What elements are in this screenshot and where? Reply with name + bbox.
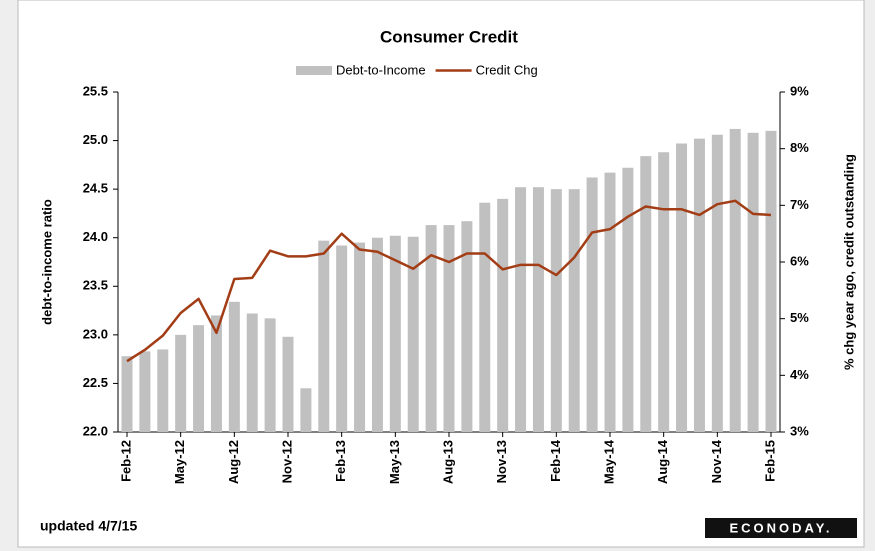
- x-tick-label: Aug-12: [226, 440, 241, 484]
- bar: [300, 388, 312, 432]
- bar: [532, 187, 544, 432]
- bar: [497, 198, 509, 432]
- x-tick-label: Aug-13: [440, 440, 455, 484]
- footnote: updated 4/7/15: [40, 518, 137, 534]
- source-logo: [705, 518, 857, 538]
- source: ECONODAY.: [729, 520, 832, 535]
- y2-tick-label: 6%: [790, 253, 809, 268]
- y-tick-label: 24.5: [83, 181, 108, 196]
- bar: [747, 132, 759, 433]
- bar: [658, 152, 670, 432]
- bar: [228, 301, 240, 432]
- x-tick-label: Nov-13: [494, 440, 509, 483]
- bar: [461, 221, 473, 432]
- bar: [389, 235, 401, 432]
- bar: [264, 318, 276, 432]
- y2-axis-label: % chg year ago, credit outstanding: [841, 154, 856, 370]
- y2-tick-label: 8%: [790, 140, 809, 155]
- x-tick-label: Feb-15: [762, 440, 777, 482]
- panel: [17, 0, 865, 548]
- legend-swatch: [296, 66, 332, 75]
- bar: [765, 130, 777, 432]
- x-tick-label: Feb-13: [333, 440, 348, 482]
- bar: [604, 172, 616, 432]
- line: [126, 199, 772, 363]
- y-tick-label: 25.0: [83, 132, 108, 147]
- y-tick-label: 22.0: [83, 423, 108, 438]
- bar: [318, 240, 330, 432]
- x-tick-label: May-13: [387, 440, 402, 484]
- bar: [586, 177, 598, 432]
- y2-tick-label: 4%: [790, 367, 809, 382]
- bar: [568, 189, 580, 432]
- bar: [479, 202, 491, 432]
- bar: [711, 134, 723, 432]
- y2-tick-label: 3%: [790, 423, 809, 438]
- bar: [157, 349, 169, 432]
- y2-tick-label: 9%: [790, 83, 809, 98]
- x-tick-label: May-14: [601, 439, 616, 484]
- y-tick-label: 23.5: [83, 278, 108, 293]
- chart-title: Consumer Credit: [380, 27, 518, 46]
- bar: [515, 187, 527, 432]
- x-tick-label: May-12: [172, 440, 187, 484]
- x-tick-label: Aug-14: [655, 439, 670, 484]
- bar: [729, 128, 741, 432]
- legend-label: Debt-to-Income: [336, 62, 426, 77]
- bar: [246, 313, 258, 432]
- y-tick-label: 22.5: [83, 375, 108, 390]
- bar: [550, 189, 562, 432]
- y-axis-label: debt-to-income ratio: [39, 199, 54, 325]
- bar: [693, 138, 705, 432]
- bar: [336, 245, 348, 432]
- bar: [371, 237, 383, 432]
- bar: [622, 167, 634, 432]
- bar: [175, 334, 187, 432]
- legend-label: Credit Chg: [476, 62, 538, 77]
- bar: [210, 315, 222, 432]
- y-tick-label: 23.0: [83, 326, 108, 341]
- bar: [354, 242, 366, 432]
- y2-tick-label: 7%: [790, 197, 809, 212]
- bar: [443, 225, 455, 432]
- y-tick-label: 24.0: [83, 229, 108, 244]
- x-tick-label: Nov-12: [279, 440, 294, 483]
- y-tick-label: 25.5: [83, 83, 108, 98]
- bar: [676, 143, 688, 432]
- bar: [121, 356, 133, 432]
- bar: [425, 225, 437, 432]
- x-tick-label: Nov-14: [709, 439, 724, 483]
- bar: [193, 325, 205, 432]
- x-tick-label: Feb-12: [118, 440, 133, 482]
- bar: [407, 236, 419, 432]
- y2-tick-label: 5%: [790, 310, 809, 325]
- bar: [282, 336, 294, 432]
- bar: [640, 156, 652, 432]
- x-tick-label: Feb-14: [548, 439, 563, 482]
- bar: [139, 351, 151, 432]
